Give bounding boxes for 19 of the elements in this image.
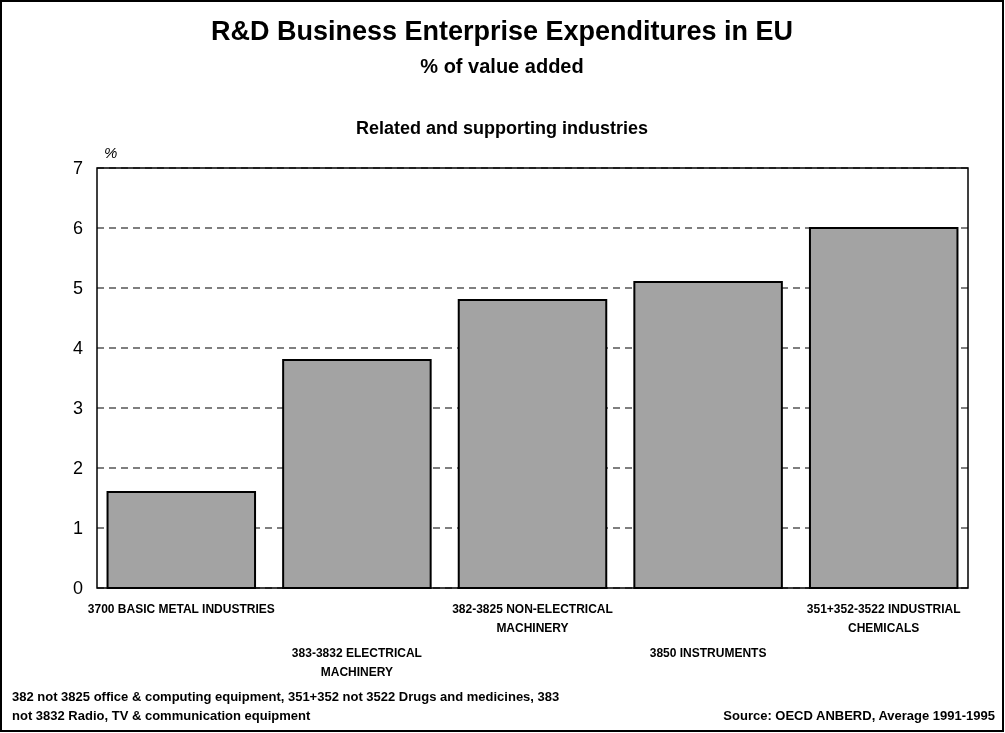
chart-title: R&D Business Enterprise Expenditures in EU [210,16,794,46]
x-tick-label: 3700 BASIC METAL INDUSTRIES [87,602,275,616]
y-axis-title: % [104,144,118,161]
y-tick-label: 5 [72,278,83,299]
y-tick-label: 7 [72,158,83,179]
y-tick-label: 4 [72,338,83,359]
y-tick-label: 1 [72,518,83,539]
x-tick-label: 382-3825 NON-ELECTRICAL MACHINERY [452,602,613,635]
x-tick-label: 383-3832 ELECTRICAL MACHINERY [291,646,422,679]
chart-subtitle: % of value added [420,55,584,77]
x-tick-label: 351+352-3522 INDUSTRIAL CHEMICALS [806,602,961,635]
x-tick-label: 3850 INSTRUMENTS [649,646,767,660]
y-tick-label: 2 [72,458,83,479]
text: 382 not 3825 office & computing equipment, 351+352 not 3522 Drugs and medicines, 383 not 3832 Radio, TV & communication equipment [12,689,560,723]
y-tick-label: 3 [72,398,83,419]
y-tick-label: 6 [72,218,83,239]
y-tick-label: 0 [72,578,83,599]
source-note: Source: OECD ANBERD, Average 1991-1995 [723,708,995,723]
text: Related and supporting industries [355,118,649,138]
